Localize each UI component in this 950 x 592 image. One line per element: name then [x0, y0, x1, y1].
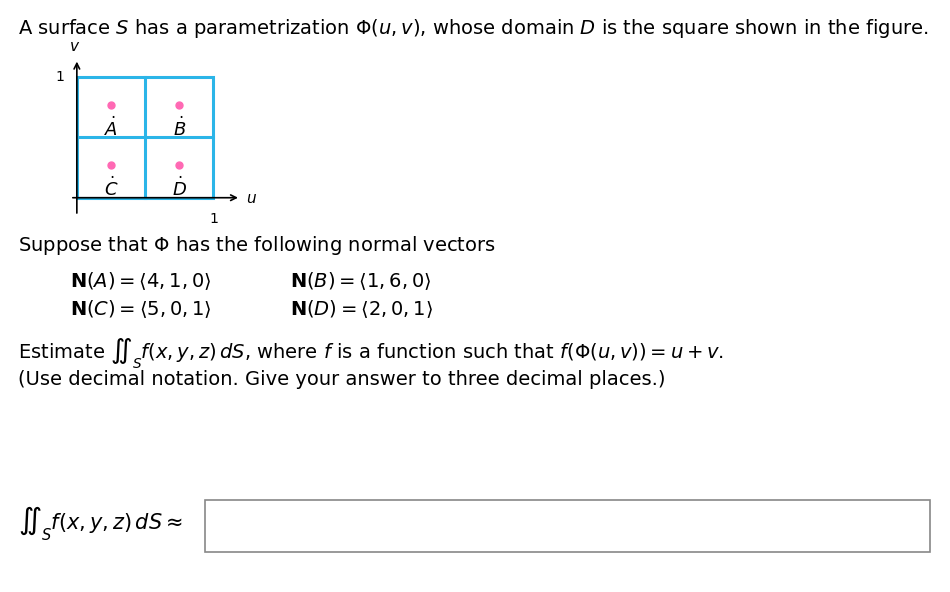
- Point: [104, 160, 119, 170]
- Text: $\dot{A}$: $\dot{A}$: [104, 117, 118, 140]
- Text: $\mathbf{N}(A) = \langle 4, 1, 0\rangle$: $\mathbf{N}(A) = \langle 4, 1, 0\rangle$: [70, 270, 212, 292]
- FancyBboxPatch shape: [205, 500, 930, 552]
- Text: (Use decimal notation. Give your answer to three decimal places.): (Use decimal notation. Give your answer …: [18, 370, 666, 389]
- Text: $\dot{C}$: $\dot{C}$: [104, 177, 118, 201]
- Text: Estimate $\iint_S f(x, y, z)\, dS$, where $f$ is a function such that $f(\Phi(u,: Estimate $\iint_S f(x, y, z)\, dS$, wher…: [18, 337, 724, 371]
- Text: $u$: $u$: [246, 191, 257, 207]
- Text: $v$: $v$: [68, 39, 80, 54]
- Point: [104, 100, 119, 110]
- Text: A surface $S$ has a parametrization $\Phi(u, v)$, whose domain $D$ is the square: A surface $S$ has a parametrization $\Ph…: [18, 17, 928, 40]
- Point: [172, 160, 187, 170]
- Text: $\dot{B}$: $\dot{B}$: [173, 117, 186, 140]
- Text: $1$: $1$: [55, 70, 65, 84]
- Text: $\dot{D}$: $\dot{D}$: [172, 177, 187, 201]
- Text: $\mathbf{N}(B) = \langle 1, 6, 0\rangle$: $\mathbf{N}(B) = \langle 1, 6, 0\rangle$: [290, 270, 431, 292]
- Point: [172, 100, 187, 110]
- Text: Suppose that $\Phi$ has the following normal vectors: Suppose that $\Phi$ has the following no…: [18, 234, 496, 257]
- Text: $\iint_S f(x, y, z)\, dS \approx$: $\iint_S f(x, y, z)\, dS \approx$: [18, 504, 182, 543]
- Text: $\mathbf{N}(D) = \langle 2, 0, 1\rangle$: $\mathbf{N}(D) = \langle 2, 0, 1\rangle$: [290, 298, 433, 320]
- Text: $\mathbf{N}(C) = \langle 5, 0, 1\rangle$: $\mathbf{N}(C) = \langle 5, 0, 1\rangle$: [70, 298, 212, 320]
- Text: $1$: $1$: [209, 212, 218, 226]
- Bar: [77, 77, 214, 198]
